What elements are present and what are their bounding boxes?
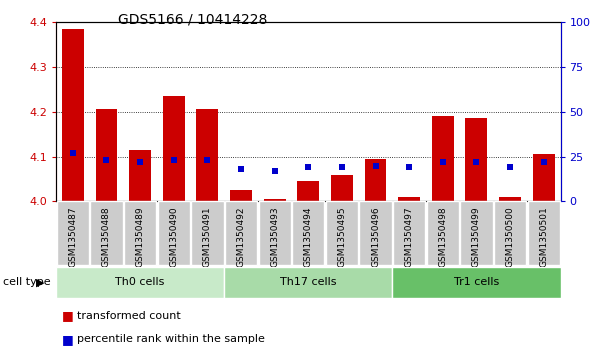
- Text: GSM1350500: GSM1350500: [506, 207, 514, 267]
- Bar: [331, 175, 353, 201]
- Bar: [230, 190, 252, 201]
- Bar: [224, 267, 392, 298]
- Point: [438, 159, 447, 165]
- Bar: [62, 29, 84, 201]
- Text: GSM1350499: GSM1350499: [472, 207, 481, 267]
- Point: [270, 168, 280, 174]
- Point: [101, 157, 111, 163]
- Text: GSM1350487: GSM1350487: [68, 207, 77, 267]
- Bar: [359, 201, 392, 265]
- Bar: [460, 201, 493, 265]
- Text: percentile rank within the sample: percentile rank within the sample: [77, 334, 264, 344]
- Bar: [158, 201, 190, 265]
- Point: [337, 164, 346, 170]
- Bar: [527, 201, 560, 265]
- Bar: [96, 109, 117, 201]
- Text: GSM1350494: GSM1350494: [304, 207, 313, 267]
- Text: GSM1350495: GSM1350495: [337, 207, 346, 267]
- Point: [303, 164, 313, 170]
- Point: [471, 159, 481, 165]
- Bar: [196, 109, 218, 201]
- Text: GSM1350492: GSM1350492: [237, 207, 245, 267]
- Bar: [499, 197, 521, 201]
- Bar: [163, 96, 185, 201]
- Text: GSM1350488: GSM1350488: [102, 207, 111, 267]
- Bar: [191, 201, 224, 265]
- Point: [371, 163, 380, 168]
- Text: GSM1350497: GSM1350497: [405, 207, 414, 267]
- Text: cell type: cell type: [3, 277, 51, 287]
- Bar: [398, 197, 420, 201]
- Text: ■: ■: [62, 309, 74, 322]
- Bar: [432, 116, 454, 201]
- Bar: [393, 201, 425, 265]
- Text: GDS5166 / 10414228: GDS5166 / 10414228: [118, 13, 267, 27]
- Bar: [466, 118, 487, 201]
- Text: Th0 cells: Th0 cells: [116, 277, 165, 287]
- Point: [202, 157, 212, 163]
- Bar: [427, 201, 459, 265]
- Text: ■: ■: [62, 333, 74, 346]
- Bar: [264, 199, 286, 201]
- Bar: [297, 181, 319, 201]
- Point: [68, 150, 77, 156]
- Point: [505, 164, 514, 170]
- Text: GSM1350498: GSM1350498: [438, 207, 447, 267]
- Bar: [392, 267, 560, 298]
- Text: ▶: ▶: [36, 277, 44, 287]
- Point: [169, 157, 178, 163]
- Text: GSM1350493: GSM1350493: [270, 207, 279, 267]
- Text: GSM1350496: GSM1350496: [371, 207, 380, 267]
- Text: transformed count: transformed count: [77, 311, 181, 321]
- Bar: [533, 154, 555, 201]
- Text: Th17 cells: Th17 cells: [280, 277, 336, 287]
- Bar: [90, 201, 123, 265]
- Bar: [365, 159, 386, 201]
- Bar: [56, 267, 224, 298]
- Point: [236, 166, 245, 172]
- Text: GSM1350490: GSM1350490: [169, 207, 178, 267]
- Bar: [326, 201, 358, 265]
- Point: [539, 159, 548, 165]
- Text: GSM1350501: GSM1350501: [539, 207, 548, 267]
- Bar: [494, 201, 526, 265]
- Bar: [124, 201, 156, 265]
- Bar: [225, 201, 257, 265]
- Bar: [129, 150, 151, 201]
- Text: GSM1350491: GSM1350491: [203, 207, 212, 267]
- Bar: [258, 201, 291, 265]
- Text: Tr1 cells: Tr1 cells: [454, 277, 499, 287]
- Bar: [57, 201, 89, 265]
- Point: [404, 164, 414, 170]
- Point: [135, 159, 145, 165]
- Text: GSM1350489: GSM1350489: [136, 207, 145, 267]
- Bar: [292, 201, 325, 265]
